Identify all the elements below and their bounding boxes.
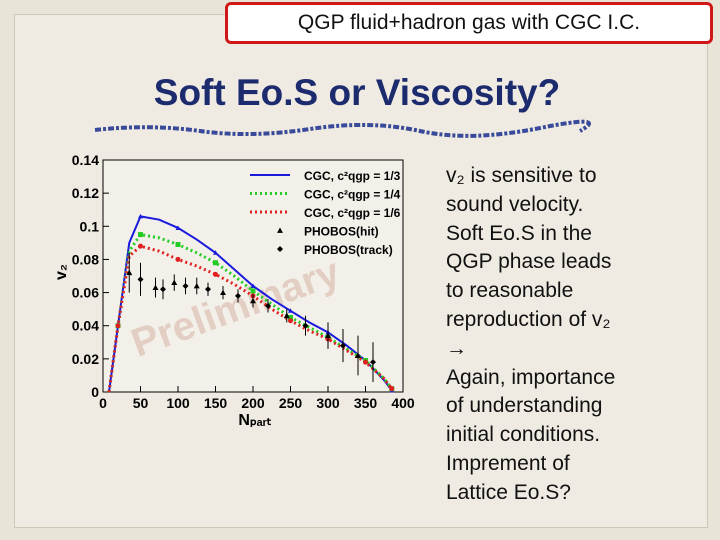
x-tick-label: 300 (316, 395, 340, 411)
x-tick-label: 200 (241, 395, 265, 411)
y-tick-label: 0.06 (72, 285, 99, 301)
y-tick-label: 0.1 (80, 218, 100, 234)
slide-title: Soft Eo.S or Viscosity? (153, 72, 561, 113)
marker (126, 269, 133, 276)
series-line (108, 215, 393, 393)
y-tick-label: 0.08 (72, 251, 99, 267)
body-line: Lattice Eo.S? (446, 480, 571, 504)
marker (171, 279, 178, 286)
x-tick-label: 100 (166, 395, 190, 411)
marker (250, 297, 256, 304)
marker (355, 352, 361, 358)
body-text: v₂ is sensitive to sound velocity. Soft Eo… (446, 162, 716, 508)
x-tick-label: 50 (133, 395, 149, 411)
marker (302, 322, 309, 329)
marker (175, 256, 181, 262)
marker (389, 386, 395, 392)
y-tick-label: 0 (91, 384, 99, 400)
body-line: → (446, 336, 467, 360)
legend-label: CGC, c²qgp = 1/4 (304, 188, 401, 202)
x-axis-label: Nₚₐᵣₜ (238, 412, 271, 429)
marker (288, 308, 293, 313)
marker (138, 213, 143, 219)
legend-label: CGC, c²qgp = 1/3 (304, 169, 401, 183)
x-tick-label: 250 (279, 395, 303, 411)
header-box: QGP fluid+hadron gas with CGC I.C. (225, 2, 713, 44)
x-tick-label: 150 (204, 395, 228, 411)
marker (205, 286, 211, 293)
marker (325, 332, 331, 339)
marker (340, 342, 346, 349)
marker (220, 289, 226, 295)
y-axis-label: v₂ (53, 264, 70, 280)
marker (213, 271, 218, 277)
marker (138, 232, 143, 238)
body-line: Again, importance (446, 365, 616, 389)
x-tick-label: 350 (354, 395, 378, 411)
body-line: sound velocity. (446, 192, 584, 216)
title-underline (94, 119, 591, 138)
marker (250, 288, 256, 294)
legend-label: CGC, c²qgp = 1/6 (304, 206, 401, 220)
marker (115, 323, 121, 329)
body-line: QGP phase leads (446, 250, 612, 274)
marker (213, 260, 218, 266)
marker (175, 225, 181, 230)
body-line: of understanding (446, 394, 603, 418)
marker (138, 243, 143, 249)
marker (152, 284, 159, 290)
marker (283, 312, 290, 319)
body-line: initial conditions. (446, 423, 601, 447)
body-line: Soft Eo.S in the (446, 221, 592, 245)
body-line: reproduction of v₂ (446, 307, 611, 331)
y-tick-label: 0.12 (72, 185, 99, 201)
marker (182, 282, 189, 289)
body-line: to reasonable (446, 279, 574, 303)
y-tick-label: 0.04 (72, 318, 99, 334)
x-tick-label: 400 (391, 395, 415, 411)
marker (277, 227, 283, 233)
body-line: Imprement of (446, 451, 570, 475)
marker (288, 318, 293, 324)
body-line: v₂ is sensitive to (446, 164, 597, 187)
marker (193, 282, 200, 289)
marker (370, 359, 376, 366)
legend-label: PHOBOS(hit) (304, 225, 379, 239)
marker (175, 242, 181, 248)
marker (235, 292, 241, 299)
marker (363, 359, 368, 365)
marker (265, 302, 271, 309)
y-tick-label: 0.14 (72, 152, 99, 168)
marker (213, 250, 218, 255)
x-tick-label: 0 (99, 395, 107, 411)
marker (277, 246, 283, 252)
marker (137, 276, 144, 283)
y-tick-label: 0.02 (72, 351, 99, 367)
legend-label: PHOBOS(track) (304, 243, 393, 257)
marker (250, 283, 256, 288)
marker (160, 286, 166, 293)
